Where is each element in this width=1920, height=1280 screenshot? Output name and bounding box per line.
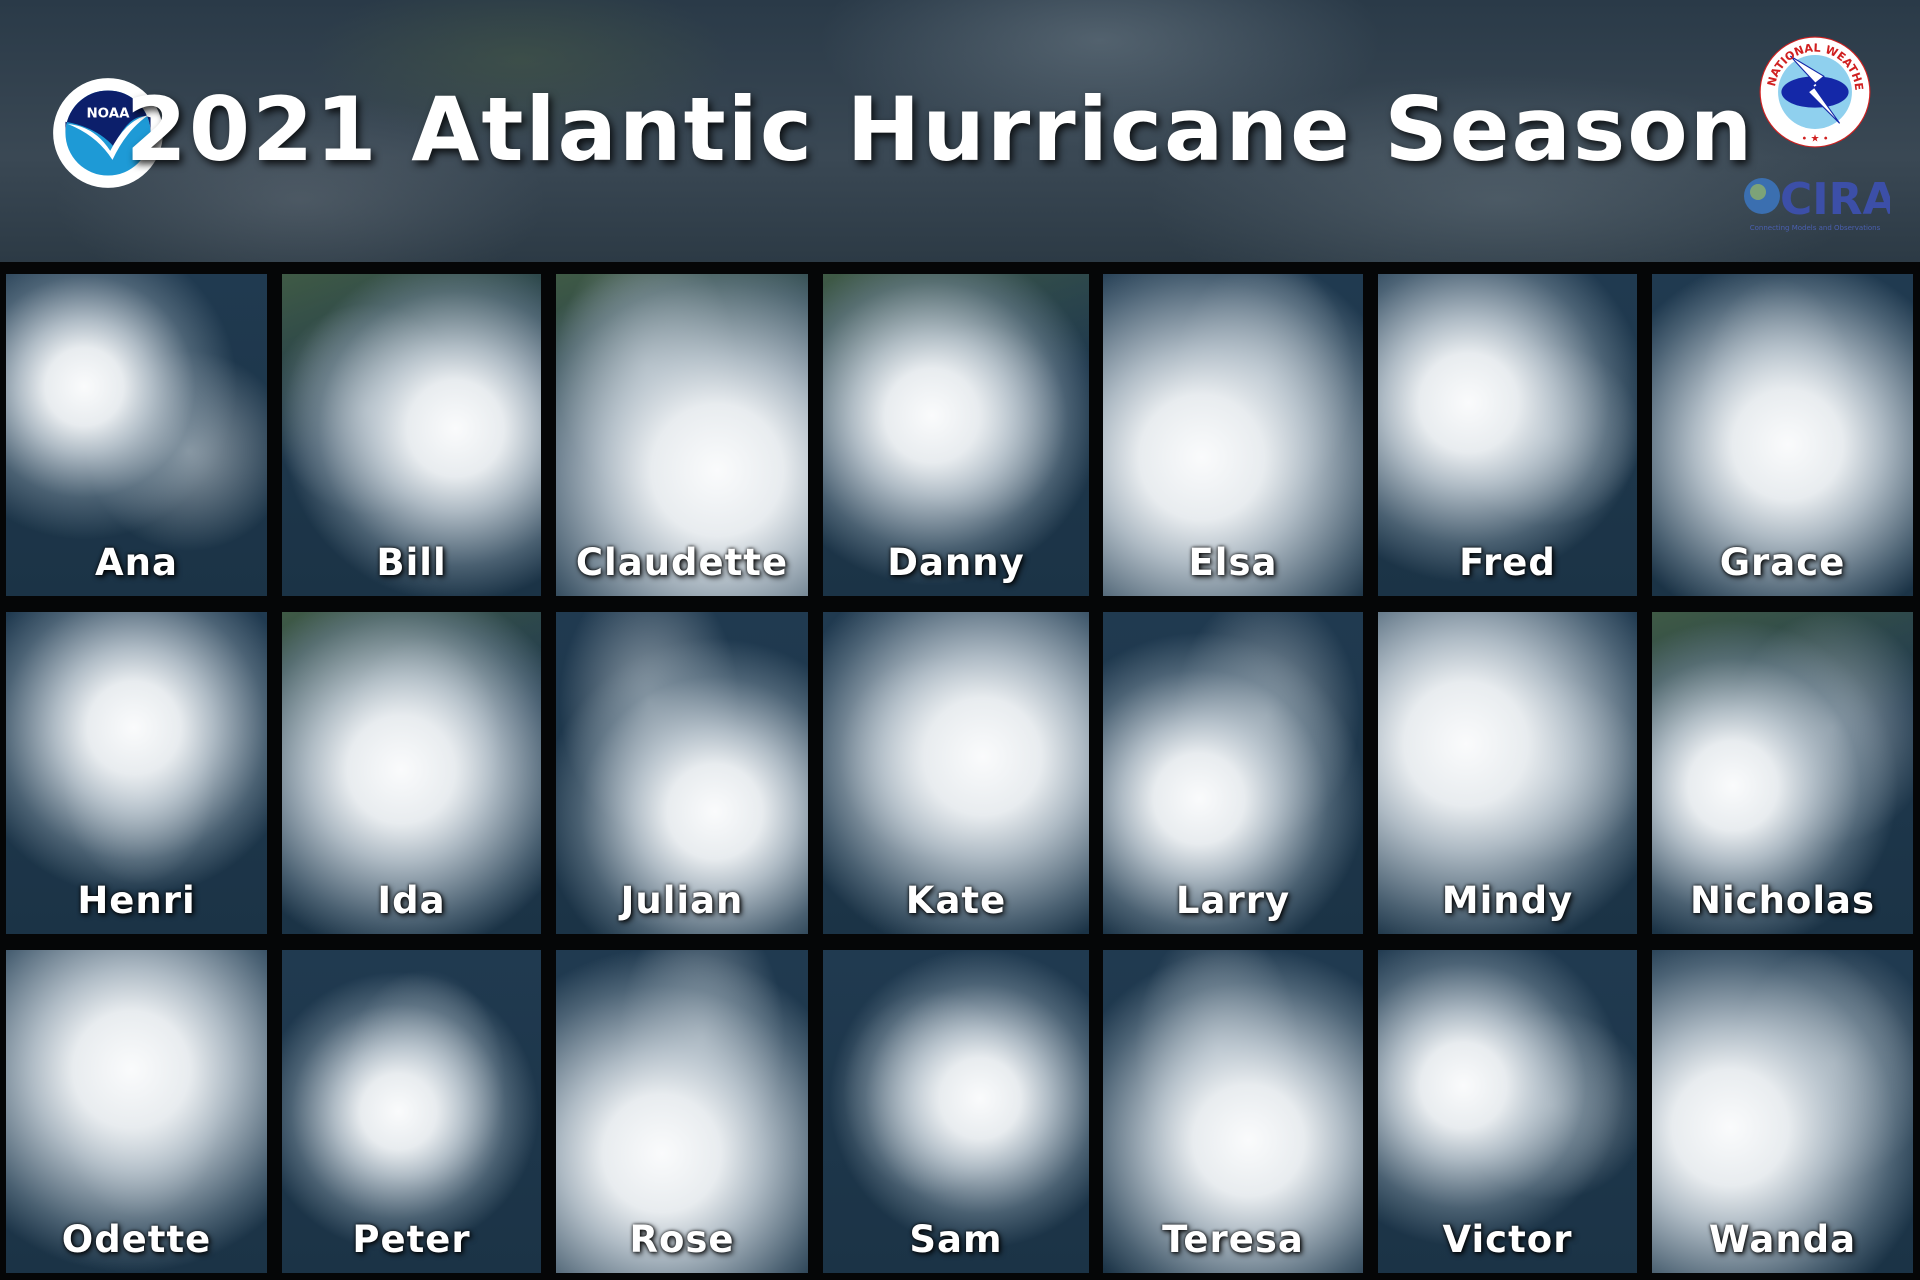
storm-tile-peter: Peter: [282, 950, 541, 1273]
storm-name: Wanda: [1708, 1218, 1857, 1261]
storm-name: Bill: [376, 541, 447, 584]
storm-tile-ana: Ana: [6, 274, 267, 596]
storm-tile-wanda: Wanda: [1652, 950, 1913, 1273]
storm-tile-odette: Odette: [6, 950, 267, 1273]
storm-name: Nicholas: [1689, 879, 1875, 922]
storm-tile-julian: Julian: [556, 612, 808, 934]
storm-name: Rose: [629, 1218, 735, 1261]
cira-tagline: Connecting Models and Observations: [1750, 224, 1881, 232]
storm-tile-rose: Rose: [556, 950, 808, 1273]
storm-tile-bill: Bill: [282, 274, 541, 596]
header-banner: NOAA NATIONAL WEATHER SERVICE • ★ • CIRA…: [0, 0, 1920, 262]
storm-tile-grace: Grace: [1652, 274, 1913, 596]
cira-logo: CIRA Connecting Models and Observations: [1744, 174, 1890, 232]
storm-tile-danny: Danny: [823, 274, 1089, 596]
storm-name: Claudette: [575, 541, 789, 584]
storm-tile-nicholas: Nicholas: [1652, 612, 1913, 934]
storm-name: Peter: [352, 1218, 471, 1261]
page-title: 2021 Atlantic Hurricane Season: [125, 78, 1755, 181]
storm-name: Ida: [377, 879, 446, 922]
storm-tile-ida: Ida: [282, 612, 541, 934]
storm-name: Grace: [1719, 541, 1846, 584]
storm-name: Sam: [909, 1218, 1003, 1261]
storm-tile-teresa: Teresa: [1103, 950, 1363, 1273]
cira-logo-text: CIRA: [1780, 174, 1890, 225]
storm-tile-henri: Henri: [6, 612, 267, 934]
storm-tile-sam: Sam: [823, 950, 1089, 1273]
storm-tile-claudette: Claudette: [556, 274, 808, 596]
noaa-logo-text: NOAA: [86, 106, 130, 121]
storm-name: Danny: [887, 541, 1025, 584]
storm-name: Mindy: [1441, 879, 1574, 922]
svg-text:• ★ •: • ★ •: [1801, 133, 1828, 144]
storm-name: Teresa: [1162, 1218, 1304, 1261]
nws-logo: NATIONAL WEATHER SERVICE • ★ •: [1759, 36, 1871, 148]
storm-name: Odette: [61, 1218, 212, 1261]
storm-tile-mindy: Mindy: [1378, 612, 1637, 934]
storm-grid: Ana Bill Claudette Danny Elsa Fred Grace Henri I…: [0, 262, 1920, 1280]
storm-name: Julian: [620, 879, 744, 922]
storm-tile-victor: Victor: [1378, 950, 1637, 1273]
storm-name: Ana: [95, 541, 178, 584]
storm-tile-larry: Larry: [1103, 612, 1363, 934]
storm-tile-elsa: Elsa: [1103, 274, 1363, 596]
storm-name: Fred: [1459, 541, 1556, 584]
storm-name: Kate: [905, 879, 1007, 922]
storm-name: Elsa: [1188, 541, 1278, 584]
storm-name: Henri: [77, 879, 196, 922]
storm-name: Victor: [1442, 1218, 1573, 1261]
noaa-logo: NOAA: [53, 78, 163, 188]
storm-name: Larry: [1175, 879, 1291, 922]
storm-tile-fred: Fred: [1378, 274, 1637, 596]
storm-tile-kate: Kate: [823, 612, 1089, 934]
